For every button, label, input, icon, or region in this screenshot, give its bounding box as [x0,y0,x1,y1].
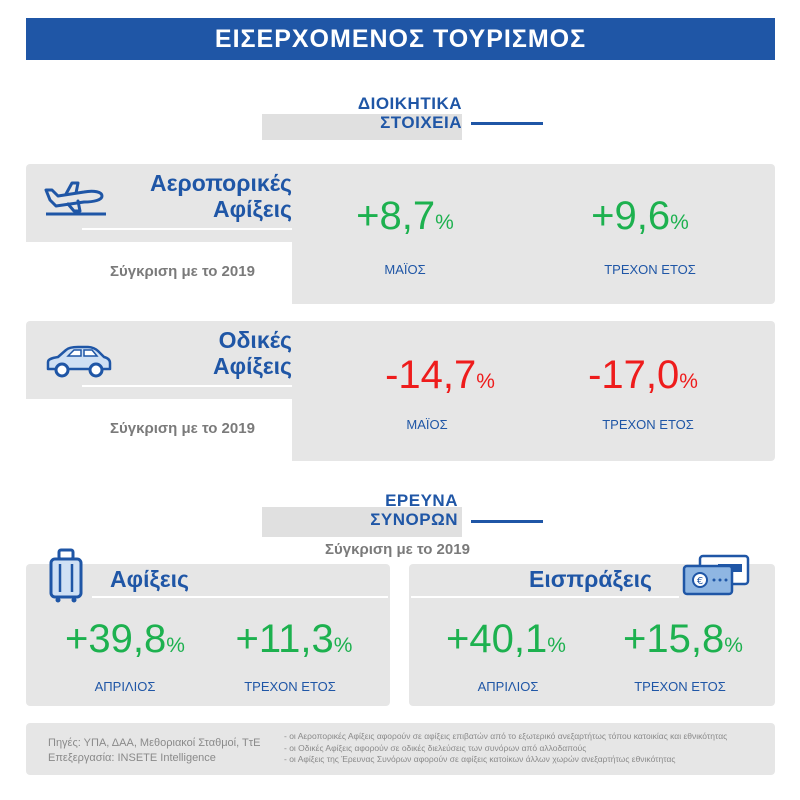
survey-section-line2: ΣΥΝΟΡΩΝ [370,510,458,529]
road-stat-may-value: -14,7 [385,353,477,397]
survey-arrivals-title: Αφίξεις [110,566,189,592]
survey-receipts-title: Εισπράξεις [529,566,652,592]
road-stat-may-unit: % [476,370,495,393]
footer-note-1: - οι Αεροπορικές Αφίξεις αφορούν σε αφίξ… [284,731,728,741]
receipts-title-underline [411,596,679,598]
receipts-stat-april-label: ΑΠΡΙΛΙΟΣ [477,679,539,694]
title-bar: ΕΙΣΕΡΧΟΜΕΝΟΣ ΤΟΥΡΙΣΜΟΣ [26,18,775,60]
road-stat-ytd-value: -17,0 [588,353,680,397]
survey-compare-note: Σύγκριση με το 2019 [325,541,470,558]
luggage-icon [49,548,83,603]
road-stat-may: -14,7% [365,353,515,398]
airplane-icon [44,181,106,216]
air-title-line1: Αεροπορικές [150,170,292,196]
air-stat-may: +8,7% [330,194,480,239]
receipts-stat-ytd: +15,8% [608,617,758,662]
car-icon [46,345,112,378]
footer-processing: Επεξεργασία: INSETE Intelligence [48,752,216,764]
admin-section-label-bg [262,114,462,140]
payment-card-icon: € [682,554,750,596]
road-stat-may-label: ΜΑΪΟΣ [406,417,448,432]
arrivals-stat-ytd-label: ΤΡΕΧΟΝ ΕΤΟΣ [244,679,336,694]
footer: Πηγές: ΥΠΑ, ΔΑΑ, Μεθοριακοί Σταθμοί, ΤτΕ… [26,723,775,775]
air-title-underline [82,228,292,230]
survey-section-line1: ΕΡΕΥΝΑ [385,491,458,510]
road-title-line1: Οδικές [218,327,292,353]
arrivals-stat-april-unit: % [166,634,185,657]
admin-section-line2: ΣΤΟΙΧΕΙΑ [380,113,462,132]
survey-section-label-bg [262,507,462,537]
road-compare-note: Σύγκριση με το 2019 [110,420,255,437]
admin-section-line1: ΔΙΟΙΚΗΤΙΚΑ [357,94,462,113]
admin-section-label: ΔΙΟΙΚΗΤΙΚΑ ΣΤΟΙΧΕΙΑ [300,94,462,132]
air-stat-ytd-unit: % [670,211,689,234]
air-stat-may-value: +8,7 [356,194,436,238]
road-stat-ytd: -17,0% [568,353,718,398]
receipts-stat-ytd-label: ΤΡΕΧΟΝ ΕΤΟΣ [634,679,726,694]
arrivals-stat-ytd-unit: % [333,634,353,657]
air-stat-ytd: +9,6% [565,194,715,239]
air-compare-note: Σύγκριση με το 2019 [110,263,255,280]
arrivals-stat-april-label: ΑΠΡΙΛΙΟΣ [94,679,156,694]
air-stat-may-label: ΜΑΪΟΣ [384,262,426,277]
footer-note-2: - οι Οδικές Αφίξεις αφορούν σε οδικές δι… [284,742,587,753]
air-arrivals-title: Αεροπορικές Αφίξεις [110,170,292,222]
receipts-stat-april: +40,1% [431,617,581,662]
road-stat-ytd-label: ΤΡΕΧΟΝ ΕΤΟΣ [602,417,694,432]
arrivals-title-underline [92,596,388,598]
receipts-stat-ytd-value: +15,8 [623,617,725,661]
survey-arrivals-panel [26,564,390,706]
air-stat-ytd-label: ΤΡΕΧΟΝ ΕΤΟΣ [604,262,696,277]
footer-sources-block: Πηγές: ΥΠΑ, ΔΑΑ, Μεθοριακοί Σταθμοί, ΤτΕ… [48,736,260,766]
admin-section-divider [471,122,543,125]
receipts-stat-ytd-unit: % [724,634,743,657]
arrivals-stat-april: +39,8% [50,617,200,662]
air-panel-cutout [26,242,292,304]
road-arrivals-title: Οδικές Αφίξεις [110,327,292,379]
arrivals-stat-ytd-value: +11,3 [235,617,334,661]
arrivals-stat-april-value: +39,8 [65,617,167,661]
survey-section-divider [471,520,543,523]
receipts-stat-april-value: +40,1 [446,617,548,661]
page-title: ΕΙΣΕΡΧΟΜΕΝΟΣ ΤΟΥΡΙΣΜΟΣ [214,24,587,53]
road-stat-ytd-unit: % [679,370,698,393]
footer-sources: Πηγές: ΥΠΑ, ΔΑΑ, Μεθοριακοί Σταθμοί, ΤτΕ [48,737,261,749]
road-title-underline [82,385,292,387]
receipts-stat-april-unit: % [547,634,566,657]
road-panel-cutout [26,399,292,461]
air-stat-ytd-value: +9,6 [591,194,671,238]
road-title-line2: Αφίξεις [213,353,292,379]
air-title-line2: Αφίξεις [213,196,292,222]
footer-notes: - οι Αεροπορικές Αφίξεις αφορούν σε αφίξ… [284,731,727,766]
survey-section-label: ΕΡΕΥΝΑ ΣΥΝΟΡΩΝ [300,491,458,529]
air-stat-may-unit: % [435,211,454,234]
svg-text:€: € [697,576,703,587]
arrivals-stat-ytd: +11,3% [219,617,369,662]
footer-note-3: - οι Αφίξεις της Έρευνας Συνόρων αφορούν… [284,754,676,764]
